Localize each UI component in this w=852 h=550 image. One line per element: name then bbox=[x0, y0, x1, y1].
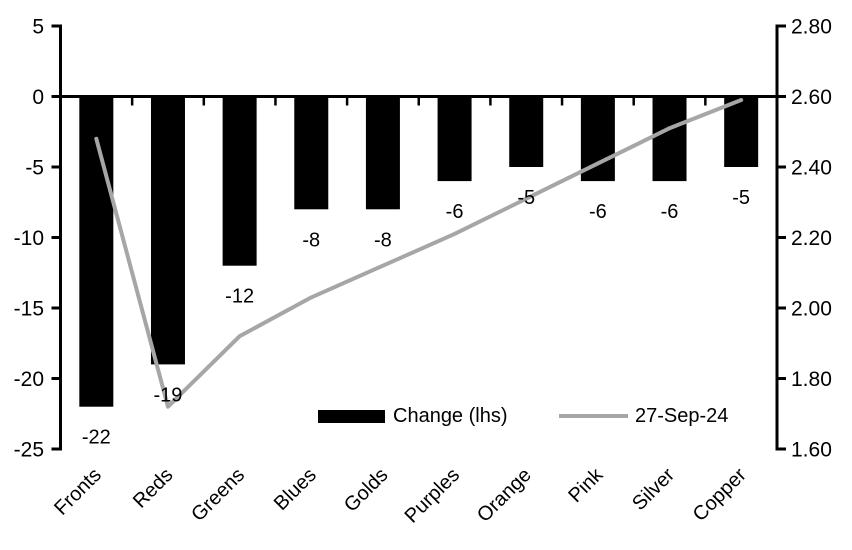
left-axis-tick-label: -5 bbox=[25, 156, 44, 179]
left-axis-tick-label: -10 bbox=[14, 227, 44, 250]
line-series-27-sep-24 bbox=[94, 98, 744, 409]
bar-Silver bbox=[652, 95, 687, 182]
legend-label-date: 27-Sep-24 bbox=[635, 404, 729, 427]
bar-Greens bbox=[222, 95, 257, 266]
bar-data-label: -6 bbox=[589, 201, 607, 223]
bar-Orange bbox=[509, 95, 544, 167]
bar-series-swatch bbox=[318, 409, 385, 423]
bar-data-label: -12 bbox=[225, 286, 254, 308]
category-label-Greens: Greens bbox=[187, 464, 249, 526]
right-axis-tick-label: 2.20 bbox=[791, 227, 832, 250]
right-axis-tick-label: 1.60 bbox=[791, 438, 832, 461]
bar-data-label: -6 bbox=[446, 201, 464, 223]
category-label-Blues: Blues bbox=[270, 464, 321, 515]
right-axis-tick-label: 2.60 bbox=[791, 86, 832, 109]
right-axis-tick-label: 2.80 bbox=[791, 15, 832, 38]
legend-item-change: Change (lhs) bbox=[318, 403, 508, 429]
category-label-Fronts: Fronts bbox=[50, 464, 106, 520]
category-label-Purples: Purples bbox=[401, 464, 465, 528]
bar-Purples bbox=[437, 95, 472, 182]
bar-data-label: -8 bbox=[374, 229, 392, 251]
legend-item-date: 27-Sep-24 bbox=[559, 403, 728, 429]
bar-data-label: -22 bbox=[82, 427, 111, 449]
category-label-Golds: Golds bbox=[340, 464, 393, 517]
category-label-Orange: Orange bbox=[473, 464, 536, 527]
left-axis-tick-label: -20 bbox=[14, 368, 44, 391]
bar-data-label: -5 bbox=[517, 187, 535, 209]
left-axis-tick-label: -25 bbox=[14, 438, 44, 461]
bar-Copper bbox=[724, 95, 759, 167]
category-label-Reds: Reds bbox=[129, 464, 178, 513]
legend-label-change: Change (lhs) bbox=[393, 404, 508, 427]
bar-Fronts bbox=[79, 95, 114, 407]
category-label-Copper: Copper bbox=[689, 464, 751, 526]
left-axis-tick-label: 5 bbox=[32, 15, 44, 38]
left-axis-tick-label: 0 bbox=[32, 86, 44, 109]
bar-data-label: -6 bbox=[661, 201, 679, 223]
left-axis-tick-label: -15 bbox=[14, 297, 44, 320]
bar-Golds bbox=[365, 95, 400, 210]
line-series-swatch bbox=[559, 414, 628, 418]
bar-data-label: -5 bbox=[732, 187, 750, 209]
bar-Pink bbox=[580, 95, 615, 182]
bar-Reds bbox=[150, 95, 185, 365]
right-axis-tick-label: 2.40 bbox=[791, 156, 832, 179]
category-label-Pink: Pink bbox=[564, 463, 608, 507]
bar-Blues bbox=[294, 95, 329, 210]
right-axis-tick-label: 2.00 bbox=[791, 297, 832, 320]
bar-data-label: -19 bbox=[154, 384, 183, 406]
right-axis-tick-label: 1.80 bbox=[791, 368, 832, 391]
category-label-Silver: Silver bbox=[628, 464, 679, 515]
bar-data-label: -8 bbox=[302, 229, 320, 251]
